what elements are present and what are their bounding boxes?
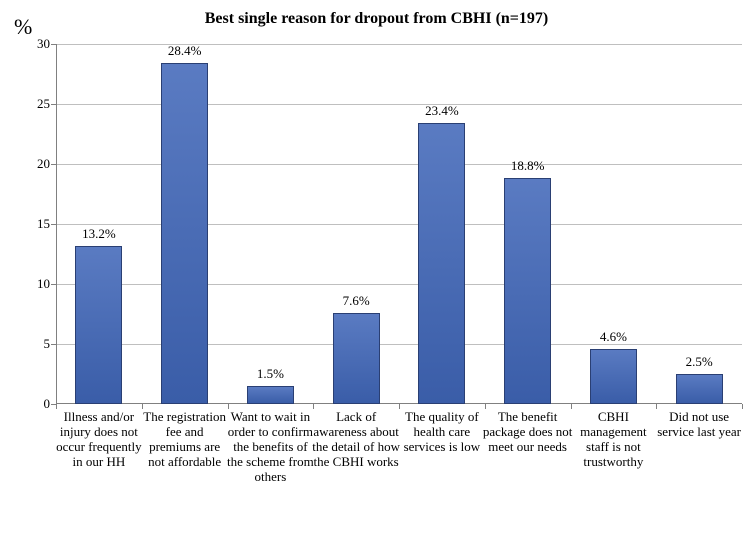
value-labels-layer: 13.2% 28.4% 1.5% 7.6% 23.4% 18.8% 4.6% 2.5% xyxy=(56,44,742,404)
chart-container: Best single reason for dropout from CBHI… xyxy=(0,0,753,546)
plot-area: 13.2% 28.4% 1.5% 7.6% 23.4% 18.8% 4.6% 2.5% xyxy=(56,44,742,404)
category-labels: Illness and/or injury does not occur fre… xyxy=(56,410,742,540)
category-tick xyxy=(742,404,743,409)
category-label: Lack of awareness about the detail of ho… xyxy=(311,410,401,470)
bar-value-label: 4.6% xyxy=(600,329,627,345)
category-label: Illness and/or injury does not occur fre… xyxy=(54,410,144,470)
category-tick xyxy=(656,404,657,409)
category-tick xyxy=(571,404,572,409)
y-tick-label: 5 xyxy=(26,336,50,352)
category-label: Want to wait in order to confirm the ben… xyxy=(226,410,316,485)
category-label: The quality of health care services is l… xyxy=(397,410,487,455)
bar-value-label: 1.5% xyxy=(257,366,284,382)
category-tick xyxy=(228,404,229,409)
bar-value-label: 28.4% xyxy=(168,43,202,59)
chart-title: Best single reason for dropout from CBHI… xyxy=(0,10,753,28)
y-tick-mark xyxy=(51,104,56,105)
y-tick-label: 30 xyxy=(26,36,50,52)
bar-value-label: 13.2% xyxy=(82,226,116,242)
category-tick xyxy=(485,404,486,409)
y-tick-label: 0 xyxy=(26,396,50,412)
y-tick-mark xyxy=(51,284,56,285)
y-tick-mark xyxy=(51,224,56,225)
category-tick xyxy=(56,404,57,409)
bar-value-label: 23.4% xyxy=(425,103,459,119)
category-tick xyxy=(142,404,143,409)
category-tick xyxy=(399,404,400,409)
bar-value-label: 18.8% xyxy=(511,158,545,174)
y-tick-mark xyxy=(51,164,56,165)
y-tick-mark xyxy=(51,44,56,45)
y-tick-label: 15 xyxy=(26,216,50,232)
bar-value-label: 7.6% xyxy=(343,293,370,309)
y-tick-mark xyxy=(51,344,56,345)
bar-value-label: 2.5% xyxy=(686,354,713,370)
y-tick-label: 10 xyxy=(26,276,50,292)
category-tick xyxy=(313,404,314,409)
category-label: CBHI management staff is not trustworthy xyxy=(569,410,659,470)
y-tick-label: 25 xyxy=(26,96,50,112)
category-label: Did not use service last year xyxy=(654,410,744,440)
category-label: The benefit package does not meet our ne… xyxy=(483,410,573,455)
category-label: The registration fee and premiums are no… xyxy=(140,410,230,470)
y-tick-label: 20 xyxy=(26,156,50,172)
